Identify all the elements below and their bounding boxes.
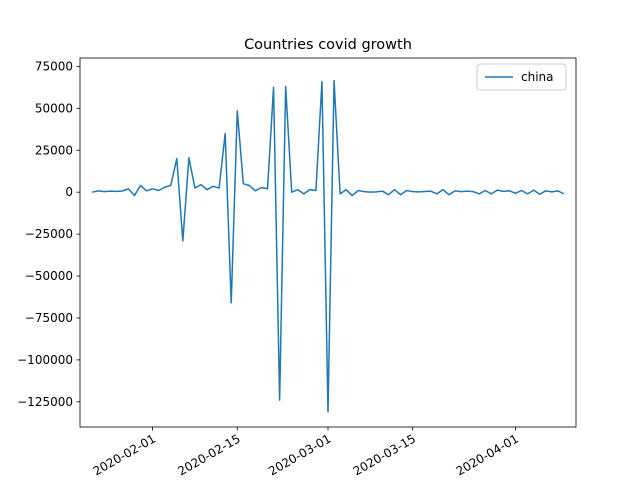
- y-tick-label: 50000: [35, 101, 73, 115]
- y-axis: 75000 50000 25000 0 −25000 −50000 −75000 −10000…: [17, 59, 80, 409]
- y-tick-label: 75000: [35, 59, 73, 73]
- y-tick-label: −125000: [17, 395, 73, 409]
- series-line-china: [91, 79, 565, 413]
- y-tick-label: 0: [65, 185, 73, 199]
- legend: china: [476, 63, 567, 91]
- legend-box: [476, 63, 567, 91]
- plot-lines: [91, 79, 565, 413]
- chart-title: Countries covid growth: [244, 37, 412, 53]
- y-tick-label: −100000: [17, 353, 73, 367]
- legend-label: china: [521, 70, 554, 84]
- y-tick-label: −75000: [25, 311, 73, 325]
- y-tick-label: 25000: [35, 143, 73, 157]
- y-tick-label: −50000: [25, 269, 73, 283]
- y-tick-label: −25000: [25, 227, 73, 241]
